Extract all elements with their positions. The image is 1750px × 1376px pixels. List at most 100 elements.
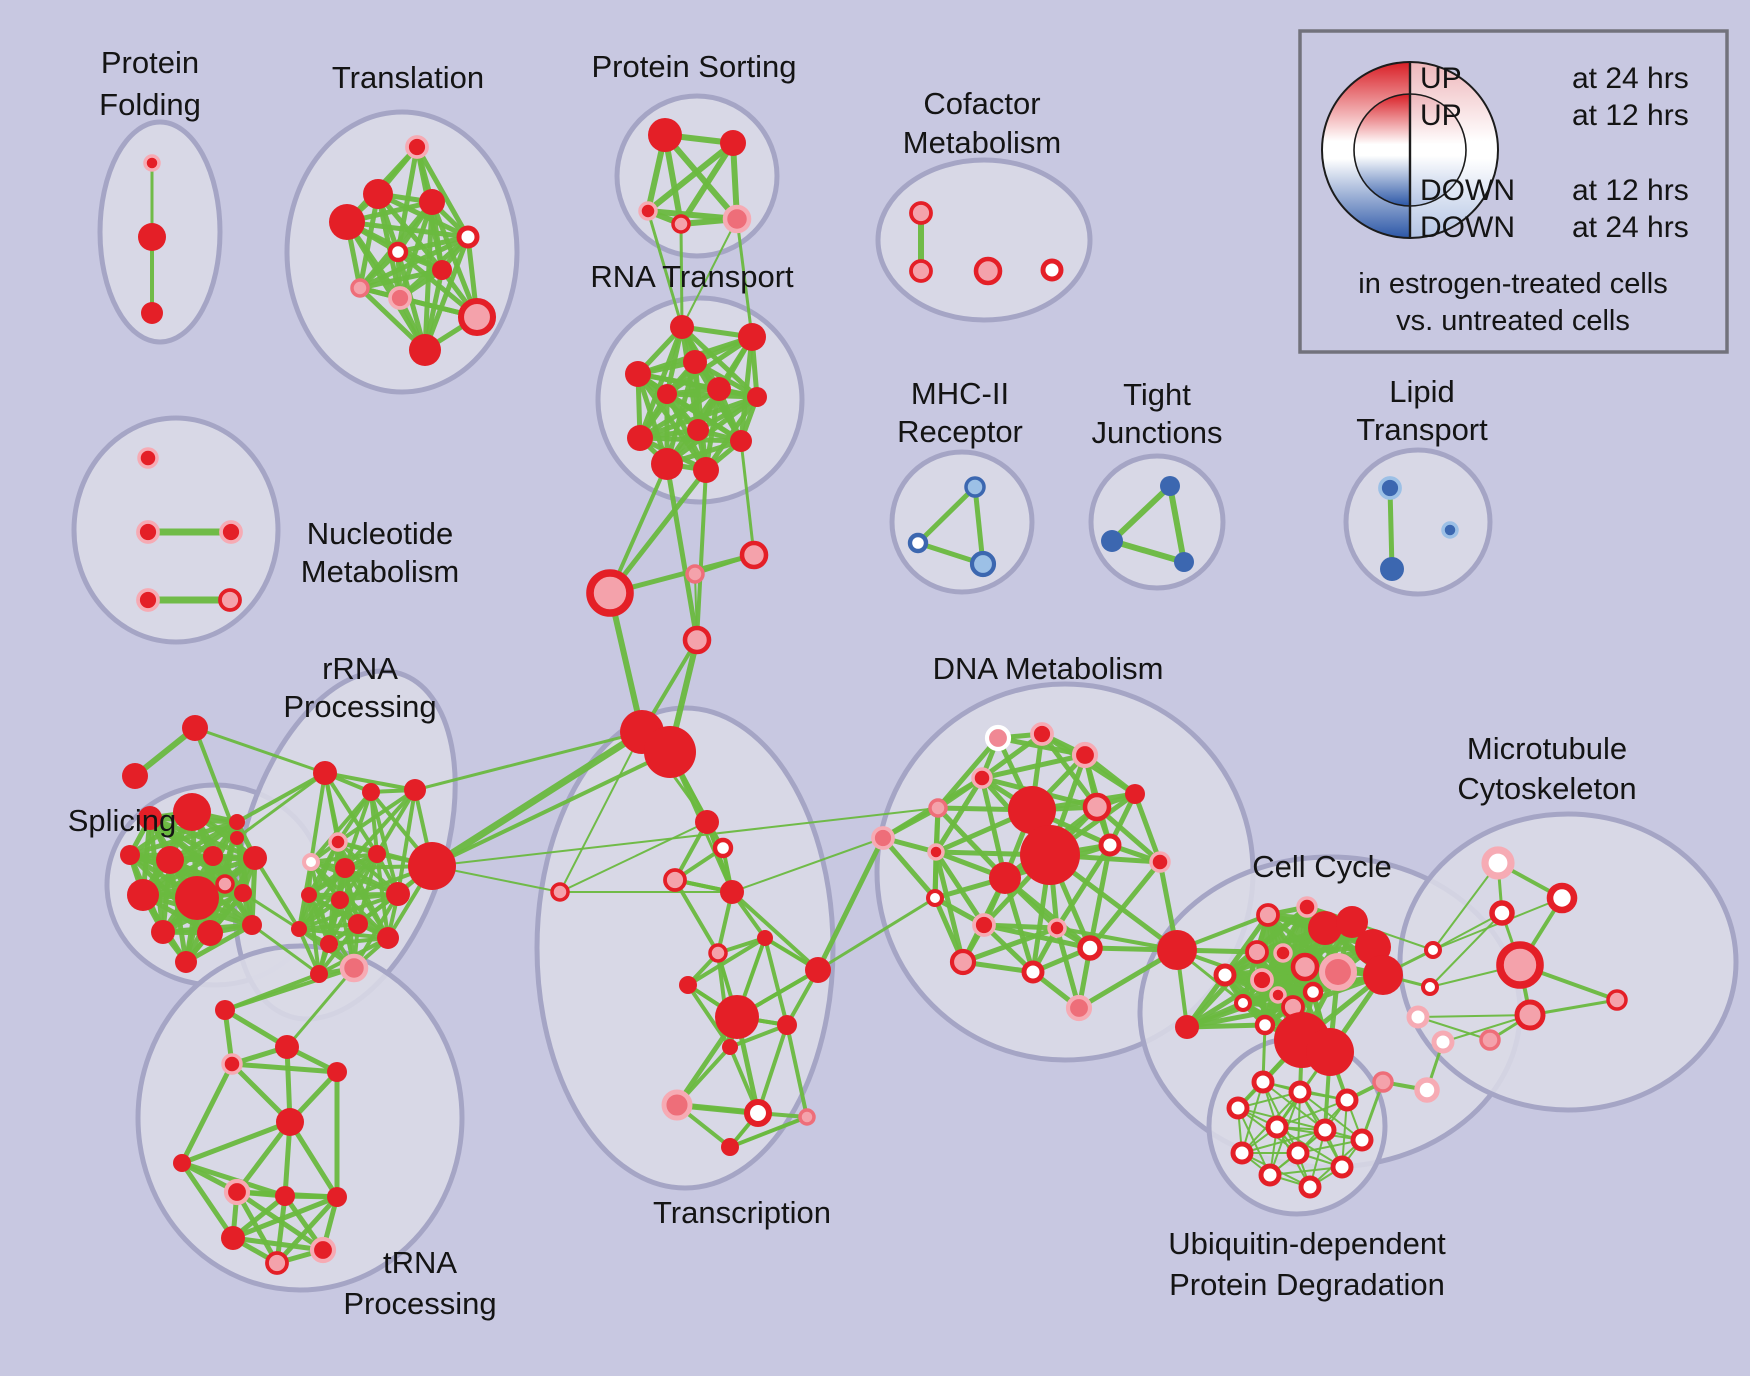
gene-node	[1479, 1029, 1501, 1051]
edge	[1432, 912, 1503, 951]
legend-row-down12-time: at 12 hrs	[1572, 174, 1689, 207]
edge	[1222, 912, 1271, 978]
gene-node	[173, 793, 211, 831]
cluster-trna-label: tRNA	[383, 1245, 457, 1280]
gene-node	[1421, 978, 1439, 996]
gene-node	[1380, 557, 1404, 581]
gene-node	[368, 845, 386, 863]
edge	[730, 890, 820, 972]
edge	[1109, 483, 1173, 544]
gene-node	[127, 879, 159, 911]
cluster-microtubule-label: Cytoskeleton	[1457, 771, 1636, 806]
cluster-mhc2-label: MHC-II	[911, 376, 1009, 411]
gene-node	[648, 118, 682, 152]
edge	[703, 394, 760, 473]
edge	[222, 1007, 290, 1050]
gene-node	[972, 913, 996, 937]
edge	[357, 191, 381, 291]
cluster-microtubule-bubble	[1397, 811, 1739, 1113]
legend-inner-left-half	[1354, 94, 1410, 206]
gene-node	[350, 278, 370, 298]
edge	[357, 267, 445, 291]
gene-node	[408, 842, 456, 890]
gene-node	[363, 179, 393, 209]
cluster-trna-label: Processing	[343, 1286, 496, 1321]
gene-node	[687, 419, 709, 441]
gene-node	[1008, 786, 1056, 834]
gene-node	[362, 783, 380, 801]
connector-node	[682, 625, 712, 655]
legend-row-up12-time: at 12 hrs	[1572, 99, 1689, 132]
gene-node	[1101, 530, 1123, 552]
edge	[1002, 875, 1093, 951]
edge	[1167, 483, 1187, 565]
gene-node	[1230, 1141, 1254, 1165]
gene-node	[805, 957, 831, 983]
gene-node	[671, 214, 691, 234]
backbone-edge	[559, 731, 643, 893]
edge	[637, 324, 685, 441]
edge	[309, 790, 373, 864]
legend-updown-glyph	[1321, 61, 1499, 239]
gene-node	[1318, 952, 1358, 992]
cluster-rrna-label: rRNA	[322, 651, 398, 686]
gene-node	[1020, 825, 1080, 885]
backbone-edge	[607, 467, 709, 596]
edge	[1054, 842, 1113, 931]
cluster-translation-label: Translation	[332, 60, 484, 95]
gene-node	[457, 297, 497, 337]
gene-node	[1306, 1028, 1354, 1076]
gene-node	[143, 154, 161, 172]
gene-node	[679, 976, 697, 994]
gene-node	[927, 843, 945, 861]
backbone-edge	[679, 222, 684, 329]
gene-node	[1378, 476, 1402, 500]
gene-node	[989, 862, 1021, 894]
gene-node	[693, 457, 719, 483]
edge	[1432, 862, 1499, 951]
connector-node	[230, 831, 244, 845]
gene-node	[1441, 521, 1459, 539]
gene-node	[203, 846, 223, 866]
gene-node	[138, 223, 166, 251]
gene-node	[1040, 258, 1064, 282]
cluster-rrna-label: Processing	[283, 689, 436, 724]
gene-node	[670, 315, 694, 339]
gene-node	[141, 302, 163, 324]
gene-node	[309, 1236, 337, 1264]
legend-row-up12-label: UP	[1420, 99, 1462, 132]
gene-node	[1265, 1115, 1289, 1139]
gene-node	[707, 377, 731, 401]
cluster-cell_cycle-label: Cell Cycle	[1252, 849, 1392, 884]
gene-node	[329, 204, 365, 240]
legend-row-up24-label: UP	[1420, 62, 1462, 95]
cluster-dna-label: DNA Metabolism	[933, 651, 1164, 686]
cluster-lipid_transport-label: Lipid	[1389, 374, 1455, 409]
gene-node	[1175, 1015, 1199, 1039]
backbone-edge	[695, 468, 708, 642]
gene-node	[909, 201, 933, 225]
gene-node	[409, 334, 441, 366]
legend-row-up24-time: at 24 hrs	[1572, 62, 1689, 95]
gene-node	[221, 1053, 243, 1075]
backbone-edge	[607, 552, 757, 596]
edge	[183, 922, 255, 965]
backbone-edge	[664, 461, 700, 643]
edge	[1269, 1166, 1343, 1176]
gene-node	[1082, 792, 1112, 822]
gene-node	[1481, 846, 1515, 880]
backbone-edge	[223, 966, 356, 1012]
gene-node	[1254, 1014, 1276, 1036]
edge	[1241, 1129, 1326, 1154]
edge	[336, 788, 417, 844]
gene-node	[871, 826, 895, 850]
gene-node	[1313, 1118, 1337, 1142]
edge	[297, 927, 390, 940]
gene-node	[120, 845, 140, 865]
edge	[414, 144, 471, 240]
backbone-edge	[816, 896, 937, 972]
gene-node	[387, 241, 409, 263]
gene-node	[973, 256, 1003, 286]
edge	[179, 1160, 236, 1241]
